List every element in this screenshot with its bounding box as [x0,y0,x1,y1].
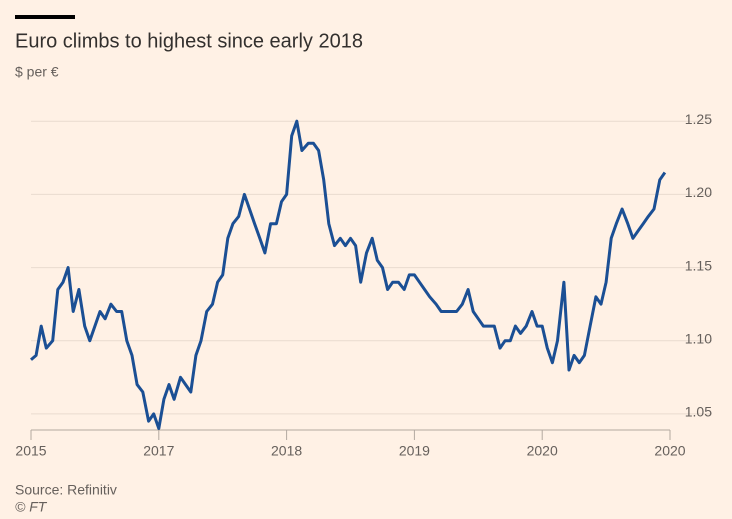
x-tick-label: 2017 [143,443,174,459]
y-tick-label: 1.05 [685,404,712,420]
x-tick-label: 2015 [15,443,46,459]
line-series [30,119,667,430]
chart-title: Euro climbs to highest since early 2018 [15,30,363,52]
x-tick-label: 2020 [654,443,685,459]
x-tick-label: 2020 [527,443,558,459]
x-tick-label: 2019 [399,443,430,459]
x-tick-label: 2018 [271,443,302,459]
y-tick-label: 1.10 [685,330,712,346]
y-tick-label: 1.20 [685,184,712,200]
brand-bar [15,15,75,19]
source: Source: Refinitiv [15,482,117,498]
chart-subtitle: $ per € [15,64,59,80]
y-tick-label: 1.15 [685,257,712,273]
credit: © FT [15,499,48,515]
y-tick-label: 1.25 [685,111,712,127]
